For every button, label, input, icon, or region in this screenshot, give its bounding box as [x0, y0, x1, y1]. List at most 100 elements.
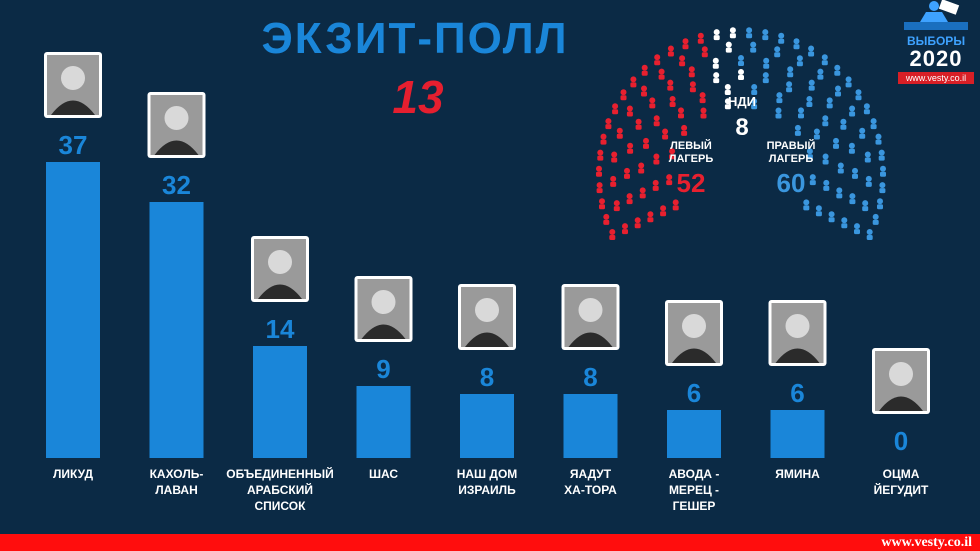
seat-body-left — [681, 130, 688, 136]
category-label-2-line-1: КАХОЛЬ- — [150, 467, 204, 481]
elections-logo: ВЫБОРЫ 2020 www.vesty.co.il — [896, 0, 976, 86]
seat-head-right — [751, 98, 758, 105]
category-label-6-line-1: ЯАДУТ — [570, 467, 612, 481]
seat-body-right — [852, 173, 858, 179]
seat-head-left — [622, 223, 628, 230]
bar-6 — [563, 394, 618, 458]
seat-body-right — [778, 38, 785, 44]
seat-head-right — [877, 198, 883, 205]
seat-head-right — [849, 105, 856, 112]
seat-head-right — [806, 148, 813, 155]
seat-body-right — [848, 148, 855, 154]
seat-head-right — [835, 85, 841, 92]
seat-head-right — [841, 217, 848, 224]
logo-word: ВЫБОРЫ — [906, 34, 966, 48]
seat-head-left — [611, 151, 618, 158]
seat-head-right — [750, 41, 757, 48]
seat-head-right — [821, 54, 828, 61]
seat-head-right — [870, 118, 877, 125]
seat-body-left — [611, 157, 618, 163]
seat-body-right — [878, 155, 885, 161]
footer-bar: www.vesty.co.il — [0, 534, 980, 551]
category-label-2-line-2: ЛАВАН — [155, 483, 198, 497]
seat-head-right — [762, 72, 769, 79]
seat-body-left — [667, 85, 674, 91]
seat-head-left — [660, 205, 667, 212]
seat-head-left — [627, 142, 634, 149]
seat-head-right — [865, 175, 872, 182]
seat-head-left — [620, 89, 627, 96]
seat-head-left — [639, 187, 646, 194]
seat-head-right — [823, 179, 830, 186]
seat-head-right — [837, 162, 844, 169]
category-label-7-line-3: ГЕШЕР — [673, 499, 716, 513]
seat-body-right — [809, 180, 816, 186]
seat-body-right — [806, 154, 813, 160]
value-label-4: 9 — [376, 354, 390, 384]
portrait-shoulders-5 — [465, 332, 509, 347]
category-label-5-line-1: НАШ ДОМ — [457, 467, 518, 481]
portrait-shoulders-6 — [568, 332, 613, 347]
seat-head-right — [815, 205, 822, 212]
category-label-8-line-1: ЯМИНА — [775, 467, 820, 481]
portrait-shoulders-3 — [258, 284, 302, 299]
seat-body-left — [612, 109, 619, 115]
seat-body-right — [796, 61, 803, 67]
category-label-3-line-1: ОБЪЕДИНЕННЫЙ — [226, 466, 334, 481]
center-camp-label: НДИ — [728, 94, 756, 109]
value-label-3: 14 — [266, 314, 295, 344]
seat-body-right — [841, 223, 848, 229]
seat-body-right — [872, 219, 879, 225]
seat-head-right — [746, 27, 753, 34]
seat-head-right — [854, 223, 860, 230]
logo-url: www.vesty.co.il — [898, 72, 974, 84]
category-label-3-line-3: СПИСОК — [255, 499, 307, 513]
seat-head-right — [833, 137, 839, 144]
seat-head-left — [654, 54, 661, 61]
portrait-shoulders-9 — [879, 396, 923, 411]
seat-body-left — [669, 102, 676, 107]
footer-url: www.vesty.co.il — [881, 535, 972, 550]
seat-body-right — [833, 143, 839, 149]
seat-body-left — [662, 134, 669, 140]
portrait-head-5 — [475, 298, 499, 322]
value-label-7: 6 — [687, 378, 701, 408]
seat-head-left — [609, 229, 616, 235]
seat-body-left — [700, 113, 707, 119]
seat-body-left — [658, 74, 665, 80]
seat-body-right — [787, 72, 794, 78]
seat-body-left — [626, 111, 633, 117]
seat-head-left — [699, 92, 706, 99]
seat-head-left — [701, 46, 708, 53]
value-label-9: 0 — [894, 426, 908, 456]
seat-body-right — [840, 124, 847, 130]
seat-head-right — [778, 32, 785, 39]
seat-body-right — [776, 98, 783, 104]
seat-body-right — [828, 217, 835, 223]
portrait-head-8 — [785, 314, 810, 338]
seat-head-right — [836, 187, 843, 194]
seat-head-right — [775, 107, 782, 114]
seat-body-right — [855, 95, 862, 101]
seat-body-right — [798, 113, 804, 119]
seat-head-left — [596, 165, 602, 172]
seat-head-left — [667, 79, 674, 86]
seat-head-left — [652, 179, 659, 186]
seat-body-left — [620, 95, 627, 101]
seat-body-left — [626, 199, 633, 205]
seat-head-right — [787, 66, 794, 73]
seat-body-center — [724, 104, 731, 110]
seat-body-left — [660, 211, 667, 217]
portrait-shoulders-7 — [672, 348, 716, 363]
seat-head-left — [667, 45, 674, 52]
seat-head-right — [880, 165, 886, 172]
seat-body-left — [622, 229, 628, 235]
seat-head-right — [863, 103, 870, 110]
seat-head-right — [763, 57, 770, 64]
right-camp-label: ПРАВЫЙ ЛАГЕРЬ — [766, 140, 816, 165]
seat-body-right — [834, 70, 841, 76]
seat-head-right — [875, 133, 882, 140]
left-camp-label: ЛЕВЫЙ ЛАГЕРЬ — [668, 140, 714, 165]
seat-body-right — [864, 157, 871, 163]
